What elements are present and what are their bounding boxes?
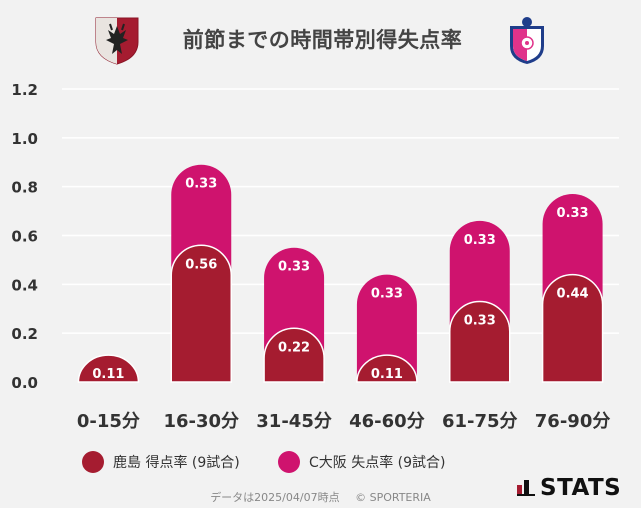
stats-brand: STATS (516, 474, 621, 502)
bar-home (541, 273, 604, 383)
kashima-antlers-crest-icon (92, 14, 142, 66)
y-tick-label: 0.6 (11, 228, 38, 246)
bar-away (356, 274, 417, 382)
x-tick-label: 76-90分 (535, 411, 611, 432)
cerezo-osaka-crest-icon (502, 14, 552, 66)
data-label-away: 0.33 (464, 233, 496, 248)
y-tick-label: 0.0 (11, 374, 38, 392)
y-tick-label: 0.8 (11, 179, 38, 197)
x-tick-label: 16-30分 (163, 411, 239, 432)
data-label-away: 0.33 (557, 206, 589, 221)
data-label-away: 0.33 (278, 260, 310, 275)
bars: 0.11 0.33 0.56 0.33 0.22 0.33 0.11 0.33 0.33 0.33… (77, 164, 604, 383)
data-label-away: 0.33 (371, 287, 403, 302)
footer: データは2025/04/07時点 © SPORTERIA (0, 489, 641, 505)
data-label-home: 0.44 (557, 287, 589, 302)
y-tick-label: 1.0 (11, 130, 38, 148)
y-tick-label: 0.4 (11, 276, 38, 294)
stats-logo-icon (516, 476, 536, 500)
copyright-text: © SPORTERIA (355, 491, 431, 504)
bar-home (263, 327, 325, 383)
data-label-home: 0.11 (92, 367, 124, 382)
y-tick-label: 0.2 (11, 325, 38, 343)
legend-swatch-away (278, 451, 300, 473)
legend-label-home: 鹿島 得点率 (9試合) (113, 455, 240, 471)
legend-item-away: C大阪 失点率 (9試合) (278, 449, 446, 475)
header: 前節までの時間帯別得失点率 (0, 0, 641, 80)
bar-home (77, 354, 140, 383)
y-tick-label: 1.2 (11, 81, 38, 99)
data-label-away: 0.33 (185, 177, 217, 192)
x-tick-label: 46-60分 (349, 411, 425, 432)
x-tick-label: 61-75分 (442, 411, 518, 432)
legend-label-away: C大阪 失点率 (9試合) (309, 455, 446, 471)
x-axis-ticks: 0-15分 16-30分 31-45分 46-60分 61-75分 76-90分 (77, 411, 610, 432)
chart: 0.00.20.40.60.81.01.2 0.110.330.56 0.330.… (11, 81, 619, 432)
legend-item-home: 鹿島 得点率 (9試合) (82, 449, 240, 475)
y-axis-ticks: 0.0 0.2 0.4 0.6 0.8 1.0 1.2 (11, 81, 38, 392)
legend-swatch-home (82, 451, 104, 473)
bar-home (449, 300, 511, 383)
x-tick-label: 31-45分 (256, 411, 332, 432)
bar-home (170, 244, 232, 383)
data-label-home: 0.11 (371, 367, 403, 382)
data-date-text: データは2025/04/07時点 (210, 491, 340, 504)
data-label-home: 0.22 (278, 340, 310, 355)
bar-home (356, 354, 418, 383)
page-title: 前節までの時間帯別得失点率 (182, 28, 463, 52)
stats-brand-name: STATS (540, 475, 622, 501)
data-label-home: 0.33 (464, 313, 496, 328)
gridlines (62, 88, 619, 334)
x-tick-label: 0-15分 (77, 411, 140, 432)
data-label-home: 0.56 (185, 257, 217, 272)
